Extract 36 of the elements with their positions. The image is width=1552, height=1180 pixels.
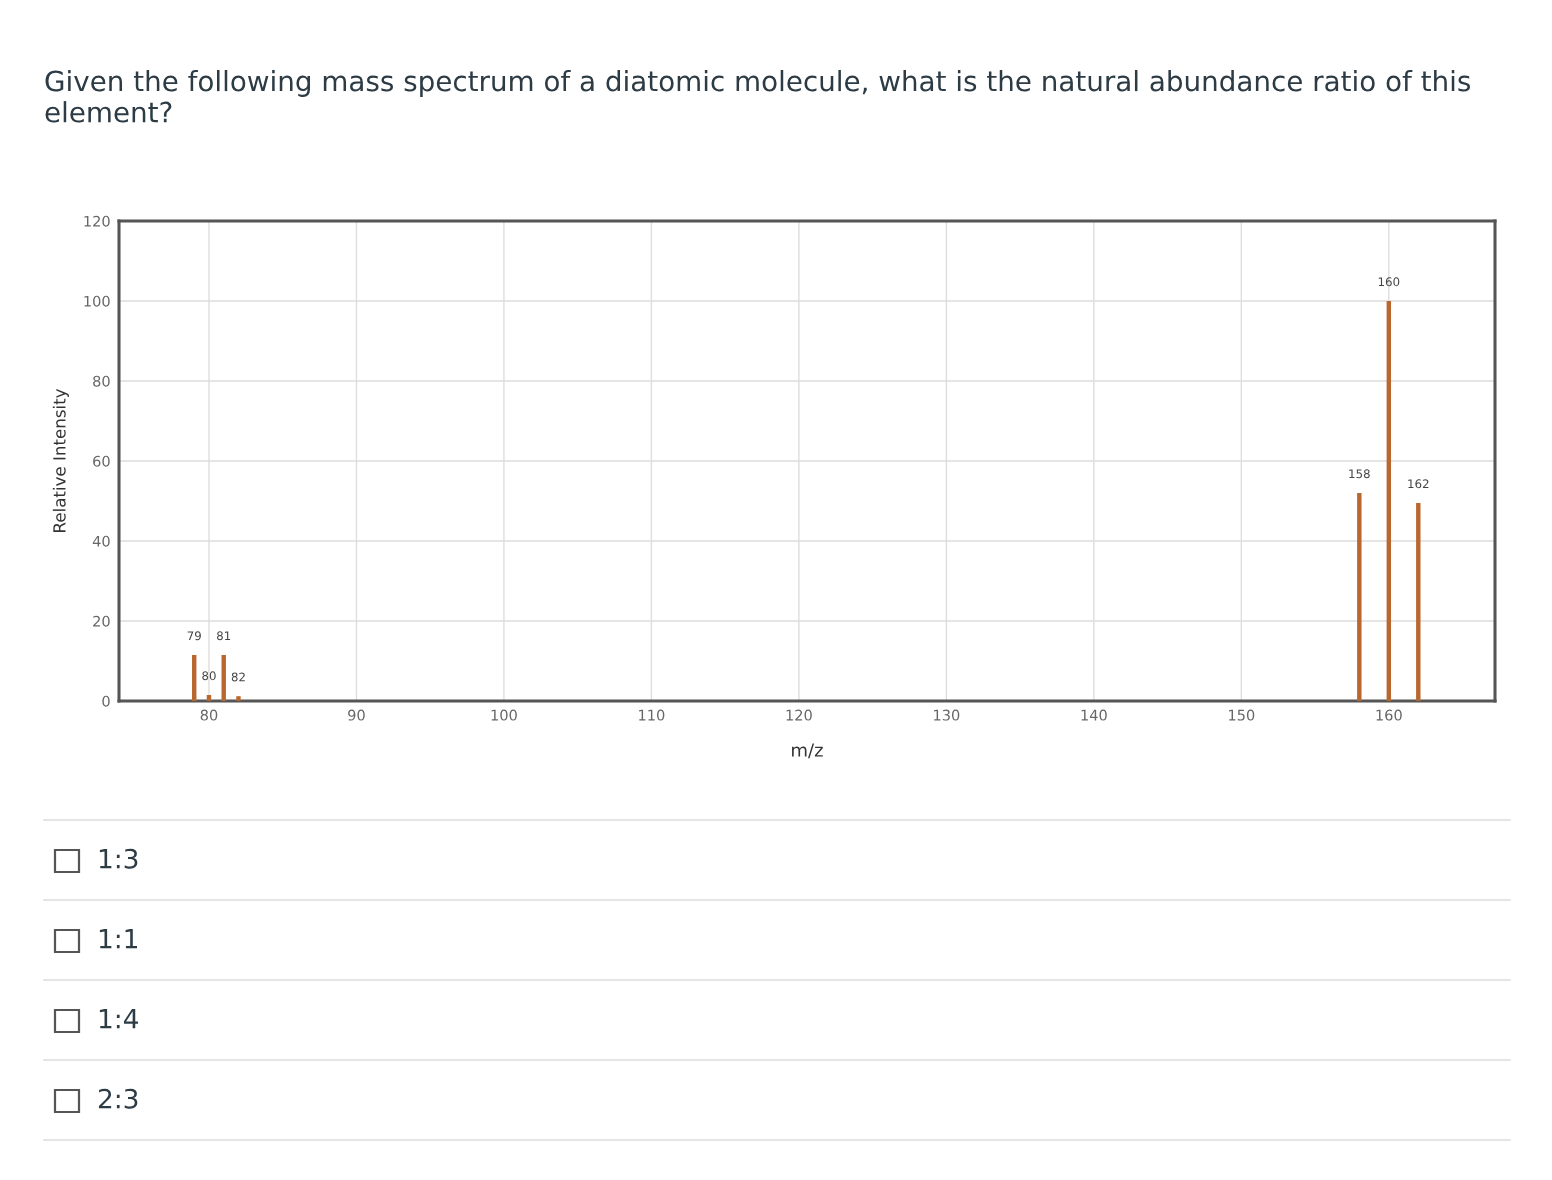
x-tick-label: 110 bbox=[639, 709, 665, 721]
bar bbox=[236, 696, 241, 701]
y-tick-label: 40 bbox=[92, 535, 110, 547]
x-tick-label: 160 bbox=[1376, 709, 1402, 721]
x-tick-label: 150 bbox=[1229, 709, 1255, 721]
annotation: 162 bbox=[1408, 479, 1429, 489]
x-tick-label: 80 bbox=[200, 709, 218, 721]
text: 1:3 bbox=[99, 848, 138, 869]
x-tick-label: 120 bbox=[786, 709, 812, 721]
annotation: 79 bbox=[187, 631, 201, 641]
x-tick-label: 130 bbox=[934, 709, 960, 721]
y-tick-label: 0 bbox=[102, 695, 110, 707]
y-tick-label: 60 bbox=[93, 455, 110, 467]
annotation: 158 bbox=[1349, 469, 1370, 479]
x-tick-label: 140 bbox=[1081, 709, 1107, 721]
bar bbox=[1386, 301, 1392, 701]
chart-title: Given the following mass spectrum of a diatomic molecule, what is the natural abundance ratio of this element? bbox=[45, 70, 1470, 123]
annotation: 81 bbox=[217, 631, 231, 641]
annotation: 80 bbox=[202, 671, 216, 681]
bar bbox=[192, 655, 197, 701]
x-tick-label: 90 bbox=[348, 709, 365, 721]
bar bbox=[1416, 503, 1421, 701]
annotation: 82 bbox=[231, 672, 245, 682]
y-tick-label: 80 bbox=[93, 375, 110, 387]
annotation: 160 bbox=[1378, 277, 1400, 287]
y-tick-label: 20 bbox=[93, 615, 110, 627]
text: 1:4 bbox=[99, 1009, 138, 1029]
bar bbox=[221, 655, 226, 701]
y-tick-label: 100 bbox=[84, 295, 110, 307]
bar bbox=[1357, 493, 1362, 701]
x-tick-label: 100 bbox=[491, 709, 517, 721]
x-axis-title: m/z bbox=[792, 743, 823, 759]
text: 2:3 bbox=[98, 1088, 138, 1109]
y-tick-label: 120 bbox=[84, 215, 110, 227]
y-axis-title: Relative Intensity bbox=[52, 388, 69, 532]
text: 1:1 bbox=[99, 929, 138, 949]
